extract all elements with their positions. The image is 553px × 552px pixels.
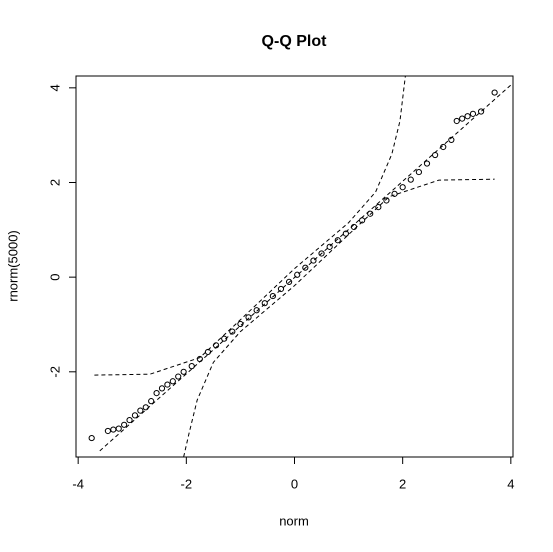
x-axis-label: norm	[279, 513, 309, 528]
dashed-line	[94, 76, 406, 376]
qq-point	[318, 250, 325, 257]
y-tick-label: -2	[47, 366, 62, 378]
qq-point	[459, 115, 466, 122]
y-tick-label: 2	[47, 179, 62, 186]
qq-point	[415, 168, 422, 176]
qq-point	[88, 434, 95, 442]
qq-point	[375, 204, 382, 211]
qq-point	[104, 427, 112, 435]
qq-point	[245, 314, 252, 321]
dashed-line	[183, 178, 495, 457]
qq-point	[294, 271, 301, 278]
qq-point	[285, 278, 293, 285]
qq-point	[367, 210, 374, 217]
x-tick-label: -2	[181, 476, 193, 491]
qq-point	[269, 292, 276, 300]
qq-point	[153, 390, 160, 397]
qq-point	[477, 108, 485, 115]
x-tick-label: 0	[291, 476, 298, 491]
qq-point	[126, 416, 133, 424]
y-tick-label: 0	[47, 274, 62, 281]
qq-point	[148, 398, 155, 405]
dashed-line	[99, 82, 513, 452]
qq-point	[326, 243, 333, 250]
qq-point	[491, 89, 498, 96]
qq-point	[453, 117, 460, 125]
qq-point	[391, 190, 398, 197]
qq-point	[464, 113, 471, 120]
qq-point	[334, 237, 341, 244]
qq-point	[221, 335, 228, 342]
qq-point	[448, 136, 455, 143]
qq-point	[399, 184, 406, 191]
plot-area	[88, 76, 513, 457]
qq-point	[253, 307, 260, 314]
qq-point	[164, 381, 171, 388]
chart-title: Q-Q Plot	[262, 33, 328, 50]
x-tick-label: -4	[72, 476, 84, 491]
qq-point	[137, 407, 144, 414]
x-tick-label: 2	[399, 476, 406, 491]
qq-point	[383, 197, 390, 204]
qq-point	[180, 368, 187, 375]
qq-point	[175, 373, 182, 380]
qq-point	[310, 257, 317, 264]
qq-point	[121, 421, 128, 428]
qq-point	[158, 385, 166, 392]
qq-point	[277, 285, 285, 293]
qq-point	[302, 264, 309, 271]
qq-point	[261, 300, 268, 307]
qq-point	[131, 412, 139, 419]
y-tick-label: 4	[47, 84, 62, 91]
qq-point	[423, 160, 431, 167]
qq-point	[169, 378, 176, 385]
qq-point	[469, 110, 477, 117]
qq-point	[115, 425, 122, 432]
x-tick-label: 4	[507, 476, 514, 491]
y-axis-label: rnorm(5000)	[5, 230, 20, 302]
qq-point	[407, 176, 414, 183]
qq-point	[342, 230, 349, 237]
qq-point	[229, 328, 236, 335]
